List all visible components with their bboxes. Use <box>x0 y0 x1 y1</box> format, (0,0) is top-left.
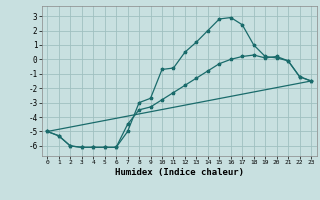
X-axis label: Humidex (Indice chaleur): Humidex (Indice chaleur) <box>115 168 244 177</box>
